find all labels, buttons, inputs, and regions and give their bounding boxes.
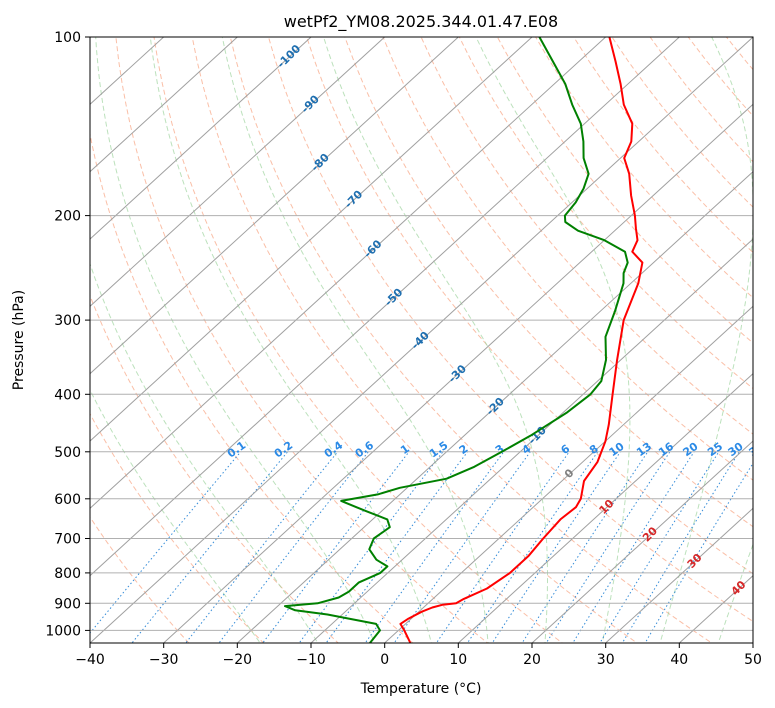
- moist-adiabat: [90, 262, 319, 643]
- isotherm-line: [90, 37, 753, 643]
- isotherm-line: [531, 440, 753, 643]
- x-tick-label: 0: [380, 652, 389, 668]
- dry-adiabat: [115, 37, 489, 643]
- moist-adiabat: [717, 543, 753, 643]
- isotherms: [90, 37, 753, 643]
- isotherm-line: [90, 37, 460, 375]
- temperature-line: [399, 37, 644, 643]
- x-tick-label: 10: [449, 652, 467, 668]
- isotherm-line: [236, 171, 753, 643]
- y-axis: 100 200 300 400 500 600 700 800 900 1000: [45, 30, 90, 639]
- y-tick-label: 100: [54, 30, 81, 46]
- isotherm-line: [90, 37, 312, 240]
- mixing-ratio-label: 36: [746, 440, 766, 460]
- dry-adiabat: [420, 37, 753, 435]
- x-tick-label: 30: [597, 652, 615, 668]
- dry-adiabat: [90, 131, 414, 643]
- dewpoint-line: [284, 37, 629, 643]
- y-tick-label: 600: [54, 492, 81, 508]
- moist-adiabat: [95, 37, 376, 643]
- y-tick-label: 200: [54, 209, 81, 225]
- isotherm-line: [310, 238, 753, 643]
- plot-frame: [89, 36, 754, 644]
- dry-adiabat: [535, 37, 753, 299]
- x-tick-label: −20: [223, 652, 253, 668]
- y-tick-label: 1000: [45, 623, 81, 639]
- y-tick-label: 700: [54, 532, 81, 548]
- dry-adiabat: [496, 37, 753, 344]
- x-axis: −40 −30 −20 −10 0 10 20 30 40 50: [75, 643, 762, 668]
- isotherm-line: [383, 305, 753, 643]
- dry-adiabat: [90, 516, 190, 643]
- y-tick-label: 300: [54, 313, 81, 329]
- y-tick-label: 400: [54, 387, 81, 403]
- isotherm-line: [90, 37, 607, 509]
- x-tick-label: 50: [744, 652, 762, 668]
- isotherm-line: [90, 37, 386, 307]
- x-axis-label: Temperature (°C): [360, 681, 482, 697]
- y-tick-label: 900: [54, 596, 81, 612]
- isotherm-line: [162, 103, 753, 643]
- chart-title: wetPf2_YM08.2025.344.01.47.E08: [284, 12, 558, 32]
- isotherm-line: [457, 372, 753, 643]
- x-tick-label: −40: [75, 652, 105, 668]
- x-tick-label: −10: [296, 652, 326, 668]
- x-tick-label: 40: [670, 652, 688, 668]
- y-axis-label: Pressure (hPa): [11, 290, 27, 390]
- isotherm-line: [90, 37, 681, 577]
- x-tick-label: 20: [523, 652, 541, 668]
- isotherm-line: [90, 37, 239, 173]
- x-tick-label: −30: [149, 652, 179, 668]
- isotherm-line: [90, 37, 533, 442]
- isotherm-line: [604, 507, 753, 643]
- y-tick-label: 800: [54, 566, 81, 582]
- moist-adiabat: [475, 37, 631, 643]
- isobar-gridlines: [90, 37, 753, 631]
- profile-series: [284, 37, 644, 643]
- y-tick-label: 500: [54, 445, 81, 461]
- dry-adiabat: [90, 412, 265, 643]
